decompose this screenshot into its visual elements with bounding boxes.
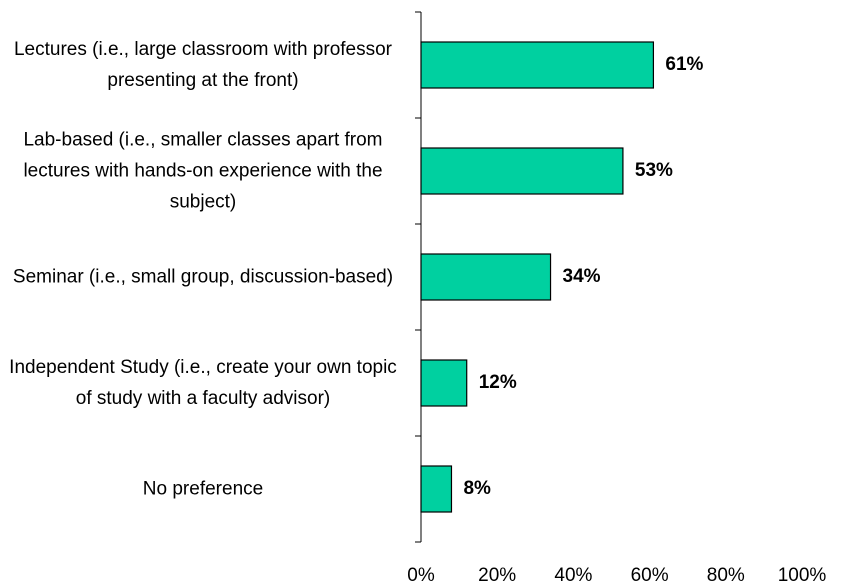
x-tick-label: 80% [707,565,745,586]
bar [420,41,655,89]
bar [420,465,453,513]
value-label: 34% [563,266,601,287]
value-label: 12% [479,372,517,393]
y-tick-label: Lab-based (i.e., smaller classes apart f… [23,129,383,213]
x-tick-label: 60% [631,565,669,586]
y-tick-label: No preference [142,478,264,500]
x-tick-label: 100% [778,565,827,586]
y-tick-label: Independent Study (i.e., create your own… [9,357,397,409]
x-tick-label: 40% [554,565,592,586]
x-tick-label: 0% [407,565,435,586]
value-label: 8% [463,478,491,499]
bar [420,253,552,301]
bar [420,359,468,407]
value-label: 61% [665,54,703,75]
y-tick-label: Seminar (i.e., small group, discussion-b… [12,266,394,288]
value-label: 53% [635,160,673,181]
bar [420,147,624,195]
x-tick-label: 20% [478,565,516,586]
y-tick-label: Lectures (i.e., large classroom with pro… [13,39,393,91]
